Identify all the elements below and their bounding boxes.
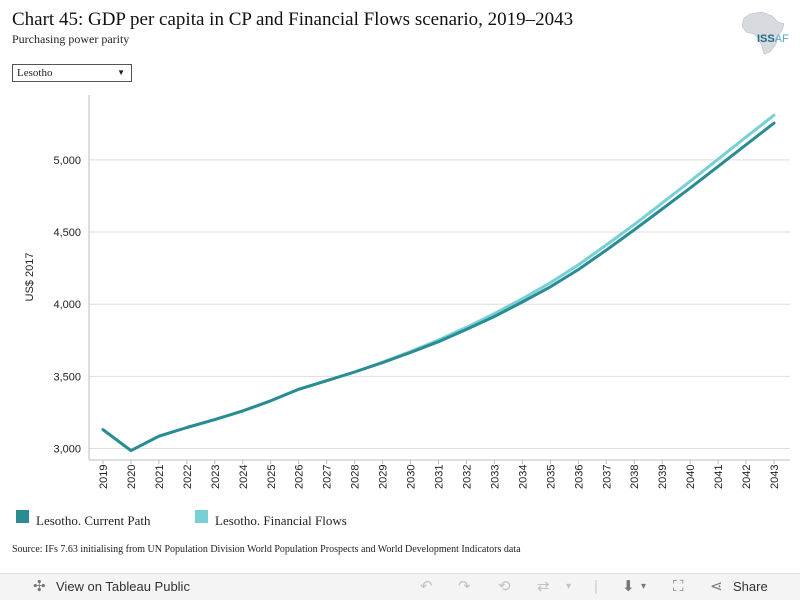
share-button[interactable]: Share [733,579,768,594]
x-tick-label: 2034 [517,465,529,489]
x-tick-label: 2021 [154,465,166,489]
logo-text-accent: AF [774,33,789,45]
refresh-icon[interactable]: ⇄ [537,578,550,595]
download-dropdown-icon[interactable]: ▾ [641,581,647,592]
x-tick-label: 2020 [126,465,138,489]
series-line-financial-flows[interactable] [101,113,776,453]
fullscreen-icon[interactable]: ⛶ [673,578,684,595]
y-tick-label: 3,500 [53,371,81,383]
view-on-tableau-link[interactable]: View on Tableau Public [56,579,190,594]
chart-subtitle: Purchasing power parity [12,32,130,46]
y-tick-label: 5,000 [53,155,81,167]
y-axis-label: US$ 2017 [24,253,36,302]
x-tick-label: 2022 [182,465,194,489]
country-select[interactable]: Lesotho ▼ [12,64,132,82]
x-tick-label: 2037 [601,465,613,489]
y-tick-label: 3,000 [53,443,81,455]
refresh-dropdown-icon[interactable]: ▾ [566,581,572,592]
legend-swatch-financial-flows [195,510,208,523]
x-tick-label: 2042 [741,465,753,489]
x-tick-label: 2032 [461,465,473,489]
x-tick-label: 2043 [769,465,781,489]
line-chart: 3,000 3,500 4,000 4,500 5,000 2019 2020 2021 20… [24,95,790,489]
redo-icon[interactable]: ↷ [458,578,471,595]
logo-text-main: ISS [757,33,775,45]
y-tick-label: 4,000 [53,299,81,311]
undo-icon[interactable]: ↶ [420,578,433,595]
x-tick-label: 2036 [573,465,585,489]
legend-label-current-path: Lesotho. Current Path [36,513,151,528]
x-tick-label: 2041 [713,465,725,489]
x-tick-label: 2040 [685,465,697,489]
x-tick-label: 2023 [210,465,222,489]
revert-icon[interactable]: ⟲ [498,578,511,595]
chart-title: Chart 45: GDP per capita in CP and Finan… [12,9,574,30]
share-icon[interactable]: ⋖ [710,578,723,595]
y-tick-label: 4,500 [53,227,81,239]
logo-text: ISSAF [757,33,789,45]
x-tick-label: 2024 [238,465,250,489]
x-tick-label: 2030 [406,465,418,489]
x-tick-label: 2033 [489,465,501,489]
source-note: Source: IFs 7.63 initialising from UN Po… [12,544,521,555]
africa-map-icon [741,11,785,55]
x-tick-label: 2026 [294,465,306,489]
x-tick-label: 2029 [378,465,390,489]
legend-swatch-current-path [16,510,29,523]
download-icon[interactable]: ⬇ [622,578,635,595]
tableau-logo-icon: ✣ [33,578,46,595]
legend-label-financial-flows: Lesotho. Financial Flows [215,513,347,528]
toolbar-divider: | [594,578,598,595]
x-tick-label: 2039 [657,465,669,489]
tableau-toolbar: ✣ View on Tableau Public ↶ ↷ ⟲ ⇄ ▾ | ⬇ ▾… [0,573,800,600]
x-tick-label: 2025 [266,465,278,489]
series-line-current-path[interactable] [101,121,776,453]
x-tick-label: 2019 [98,465,110,489]
x-tick-label: 2028 [350,465,362,489]
x-tick-label: 2038 [629,465,641,489]
x-tick-label: 2031 [434,465,446,489]
x-tick-label: 2035 [545,465,557,489]
country-select-value: Lesotho [17,67,53,79]
x-tick-label: 2027 [322,465,334,489]
dropdown-arrow-icon: ▼ [117,68,125,77]
